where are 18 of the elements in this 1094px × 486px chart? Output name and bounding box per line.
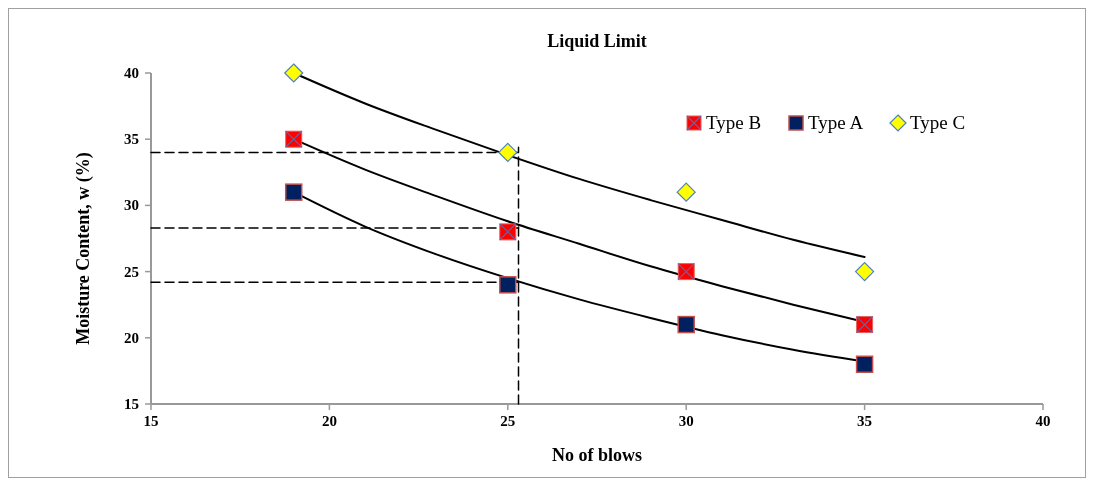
y-tick-label: 20 xyxy=(124,329,139,346)
chart-title: Liquid Limit xyxy=(547,31,647,51)
y-axis-title: Moisture Content, w (%) xyxy=(73,152,94,345)
x-tick-label: 30 xyxy=(678,413,694,429)
x-tick-label: 40 xyxy=(1035,413,1051,429)
y-tick-label: 35 xyxy=(124,131,139,148)
legend-label: Type A xyxy=(808,112,864,133)
y-tick-label: 30 xyxy=(124,197,139,214)
legend-label: Type B xyxy=(706,112,762,133)
x-tick-label: 20 xyxy=(321,413,337,429)
y-tick-label: 15 xyxy=(124,396,139,412)
x-tick-label: 35 xyxy=(857,413,873,429)
x-tick-label: 25 xyxy=(500,413,516,429)
x-tick-label: 15 xyxy=(143,413,159,429)
y-tick-label: 25 xyxy=(124,263,139,280)
x-axis-title: No of blows xyxy=(551,445,643,465)
y-tick-label: 40 xyxy=(124,65,139,81)
legend-label: Type C xyxy=(910,112,966,133)
